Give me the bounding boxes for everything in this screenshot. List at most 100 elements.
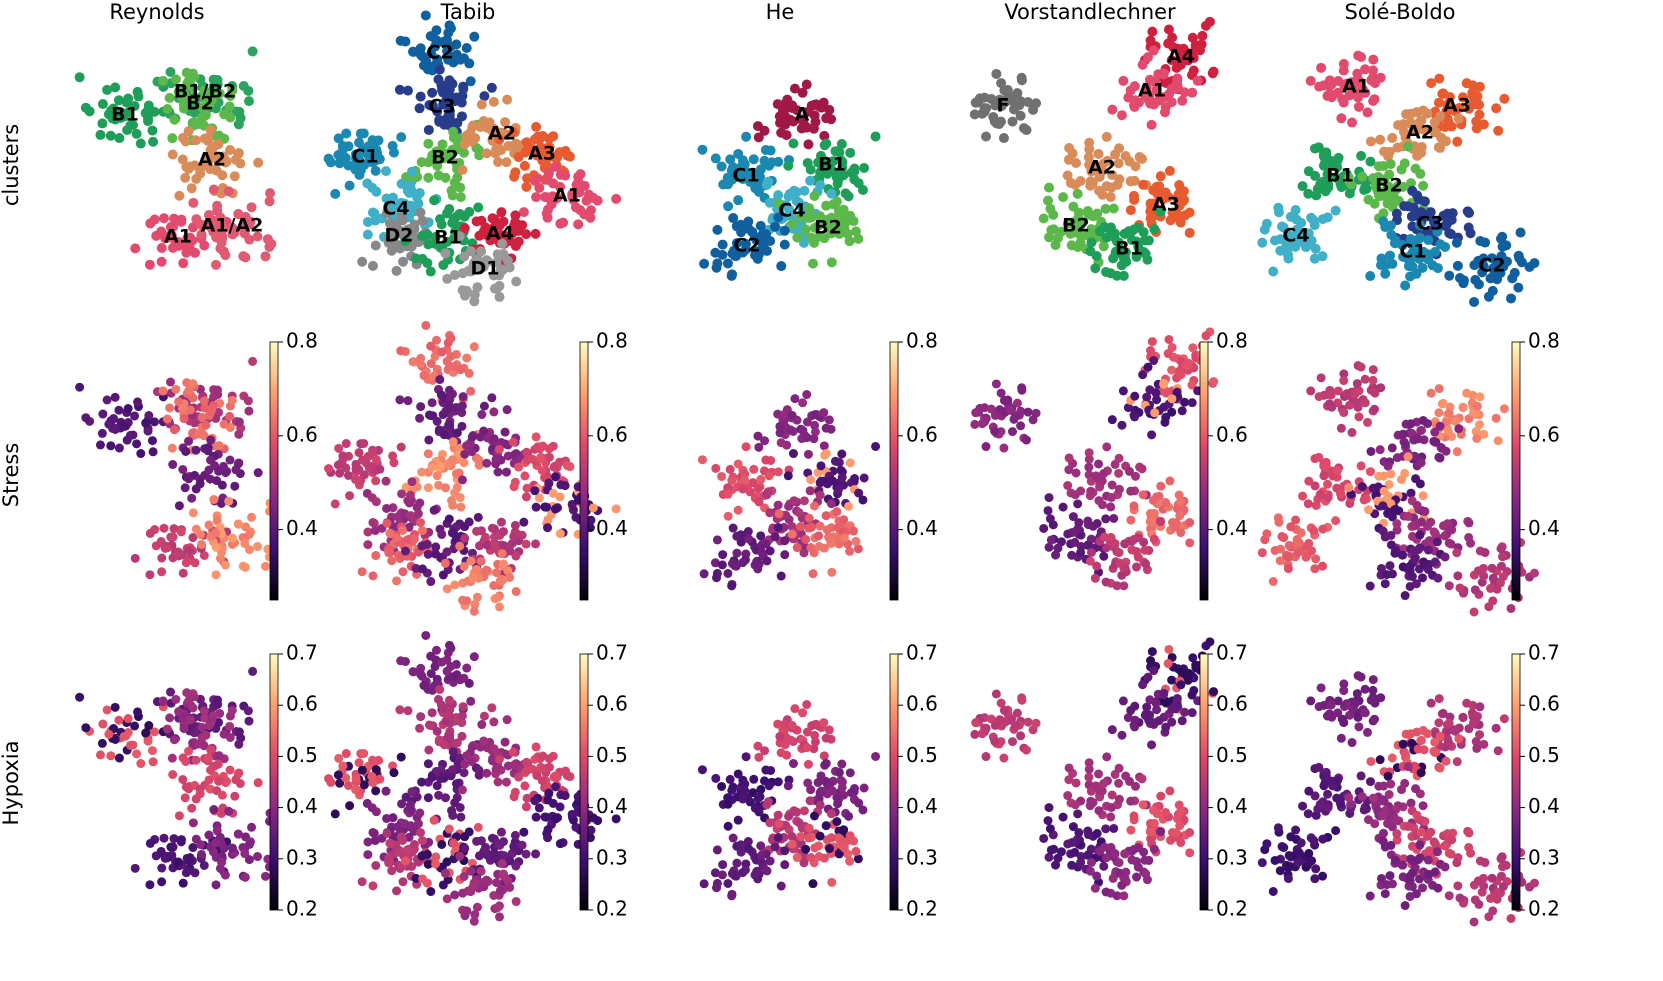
cell-dot [1126, 825, 1136, 835]
cell-dot [1366, 756, 1376, 766]
cell-dot [722, 258, 733, 269]
cell-dot [478, 116, 489, 127]
cell-dot [1315, 179, 1326, 190]
cell-dot [1323, 479, 1333, 489]
cell-dot [446, 333, 456, 343]
cell-dot [803, 759, 813, 769]
cell-dot [359, 159, 370, 170]
cell-dot [351, 464, 361, 474]
cell-dot [427, 772, 437, 782]
cell-dot [1086, 486, 1096, 496]
cell-dot [1201, 641, 1211, 651]
cell-dot [850, 784, 860, 794]
cell-dot [434, 790, 444, 800]
cell-dot [1147, 647, 1157, 657]
cell-dot [425, 100, 436, 111]
cell-dot [821, 821, 831, 831]
cell-dot [1339, 376, 1349, 386]
cell-dot [455, 851, 465, 861]
cell-dot [465, 246, 476, 257]
cell-dot [225, 765, 235, 775]
cell-dot [1151, 698, 1161, 708]
cell-dot [1444, 848, 1454, 858]
cell-dot [167, 443, 177, 453]
cell-dot [211, 232, 222, 243]
cell-dot [178, 568, 188, 578]
cell-dot [1375, 755, 1385, 765]
cell-dot [1493, 746, 1503, 756]
cell-dot [357, 877, 367, 887]
cell-dot [562, 150, 573, 161]
cell-dot [1353, 101, 1364, 112]
cell-dot [169, 834, 179, 844]
cell-dot [357, 765, 367, 775]
cell-dot [95, 129, 106, 140]
cell-dot [426, 887, 436, 897]
cell-dot [184, 545, 194, 555]
cell-dot [858, 805, 868, 815]
cell-dot [1129, 811, 1139, 821]
cell-dot [169, 425, 179, 435]
cell-dot [717, 249, 728, 260]
cell-dot [1109, 823, 1119, 833]
cell-dot [1177, 406, 1187, 416]
cell-dot [104, 419, 114, 429]
cell-dot [106, 751, 116, 761]
cell-dot [363, 837, 373, 847]
cell-dot [1426, 698, 1436, 708]
cell-dot [183, 163, 194, 174]
cell-dot [1406, 488, 1416, 498]
cell-dot [178, 775, 188, 785]
cell-dot [143, 100, 154, 111]
cell-dot [754, 807, 764, 817]
cell-dot [437, 839, 447, 849]
cell-dot [1167, 394, 1177, 404]
cell-dot [370, 240, 381, 251]
cell-dot [537, 131, 548, 142]
cell-dot [211, 880, 221, 890]
cell-dot [174, 397, 184, 407]
cell-dot [350, 164, 361, 175]
cell-dot [205, 124, 216, 135]
cell-dot [188, 197, 199, 208]
cell-dot [1016, 72, 1027, 83]
cell-dot [783, 160, 794, 171]
cell-dot [1141, 559, 1151, 569]
cell-dot [770, 221, 781, 232]
cell-dot [1413, 744, 1423, 754]
cell-dot [1129, 501, 1139, 511]
cell-dot [1350, 699, 1360, 709]
cell-dot [494, 754, 504, 764]
cell-dot [253, 468, 263, 478]
cell-dot [408, 46, 419, 57]
cell-dot [1376, 383, 1386, 393]
cell-dot [114, 443, 124, 453]
cell-dot [97, 99, 108, 110]
cell-dot [473, 512, 483, 522]
cell-dot [330, 188, 341, 199]
cell-dot [773, 810, 783, 820]
cell-dot [414, 103, 425, 114]
cell-dot [804, 203, 815, 214]
cell-dot [457, 421, 467, 431]
cell-dot [787, 410, 797, 420]
cell-dot [998, 133, 1009, 144]
cell-dot [770, 842, 780, 852]
cell-dot [728, 523, 738, 533]
cell-dot [1319, 471, 1329, 481]
cell-dot [1475, 420, 1485, 430]
cell-dot [1368, 483, 1378, 493]
cell-dot [1354, 722, 1364, 732]
cell-dot [1431, 747, 1441, 757]
cell-dot [367, 461, 377, 471]
cell-dot [521, 802, 531, 812]
cell-dot [177, 154, 188, 165]
cell-dot [1365, 136, 1376, 147]
cell-dot [473, 822, 483, 832]
cell-dot [819, 751, 829, 761]
cell-dot [1438, 398, 1448, 408]
cell-dot [74, 72, 85, 83]
cell-dot [805, 486, 815, 496]
cell-dot [1416, 517, 1426, 527]
cell-dot [521, 539, 531, 549]
